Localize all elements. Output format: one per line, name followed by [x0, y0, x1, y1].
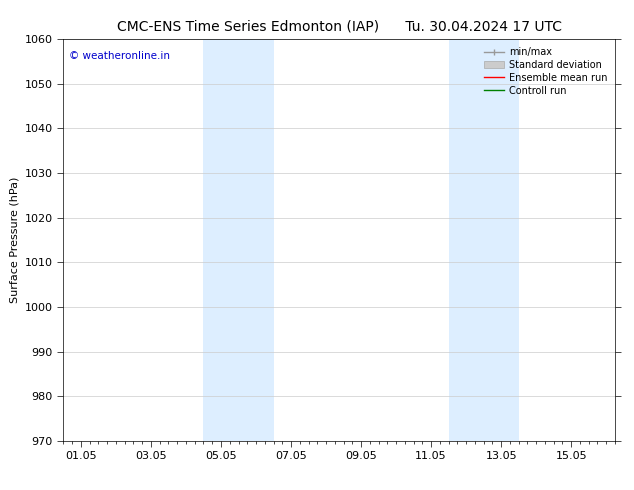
Bar — [484, 39, 519, 441]
Y-axis label: Surface Pressure (hPa): Surface Pressure (hPa) — [10, 177, 19, 303]
Bar — [449, 39, 484, 441]
Legend: min/max, Standard deviation, Ensemble mean run, Controll run: min/max, Standard deviation, Ensemble me… — [481, 44, 610, 98]
Bar — [238, 39, 273, 441]
Title: CMC-ENS Time Series Edmonton (IAP)      Tu. 30.04.2024 17 UTC: CMC-ENS Time Series Edmonton (IAP) Tu. 3… — [117, 20, 562, 34]
Text: © weatheronline.in: © weatheronline.in — [69, 51, 170, 61]
Bar — [204, 39, 238, 441]
